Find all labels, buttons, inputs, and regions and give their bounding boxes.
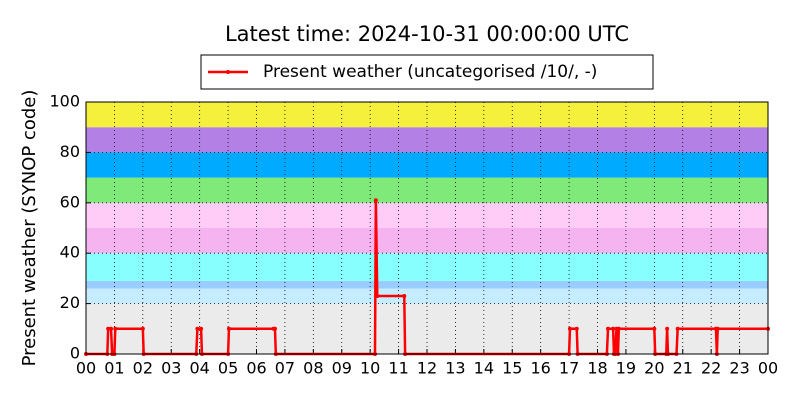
data-point <box>402 294 407 299</box>
legend-marker <box>226 70 230 74</box>
data-point <box>665 326 670 331</box>
x-tick-label: 03 <box>161 359 181 378</box>
data-point <box>611 326 616 331</box>
x-tick-label: 13 <box>445 359 465 378</box>
x-tick-label: 19 <box>616 359 636 378</box>
background-band <box>86 152 768 178</box>
data-point <box>140 326 145 331</box>
background-band <box>86 228 768 254</box>
data-point <box>606 326 611 331</box>
data-point <box>574 326 579 331</box>
x-tick-label: 17 <box>559 359 579 378</box>
data-point <box>715 326 720 331</box>
x-tick-label: 07 <box>275 359 295 378</box>
x-tick-label: 16 <box>530 359 550 378</box>
background-band <box>86 280 768 289</box>
data-point <box>373 198 378 203</box>
y-tick-label: 80 <box>60 142 80 161</box>
data-point <box>109 326 114 331</box>
data-point <box>675 326 680 331</box>
x-tick-label: 06 <box>246 359 266 378</box>
data-point <box>113 326 118 331</box>
background-band <box>86 127 768 153</box>
data-point <box>106 326 111 331</box>
data-point <box>226 326 231 331</box>
x-tick-label: 09 <box>332 359 352 378</box>
legend-box <box>200 54 654 90</box>
data-point <box>272 326 277 331</box>
x-tick-label: 11 <box>388 359 408 378</box>
x-tick-label: 21 <box>673 359 693 378</box>
x-tick-label: 00 <box>758 359 778 378</box>
data-point <box>375 294 380 299</box>
y-axis-label: Present weather (SYNOP code) <box>19 90 40 367</box>
legend-label: Present weather (uncategorised /10/, -) <box>263 62 597 82</box>
x-tick-label: 23 <box>729 359 749 378</box>
data-point <box>195 326 200 331</box>
x-tick-label: 18 <box>587 359 607 378</box>
x-tick-label: 05 <box>218 359 238 378</box>
y-tick-label: 100 <box>49 92 80 111</box>
background-band <box>86 288 768 304</box>
y-tick-label: 0 <box>70 344 80 363</box>
x-tick-label: 04 <box>189 359 209 378</box>
x-tick-label: 12 <box>417 359 437 378</box>
data-point <box>652 326 657 331</box>
x-tick-label: 08 <box>303 359 323 378</box>
x-tick-label: 20 <box>644 359 664 378</box>
y-tick-label: 40 <box>60 243 80 262</box>
chart-title: Latest time: 2024-10-31 00:00:00 UTC <box>225 22 629 46</box>
y-tick-label: 20 <box>60 293 80 312</box>
plot-frame <box>85 101 769 355</box>
data-point <box>199 326 204 331</box>
x-tick-label: 15 <box>502 359 522 378</box>
x-tick-label: 00 <box>76 359 96 378</box>
data-point <box>567 326 572 331</box>
x-tick-label: 22 <box>701 359 721 378</box>
x-tick-label: 10 <box>360 359 380 378</box>
background-band <box>86 253 768 281</box>
x-tick-label: 14 <box>474 359 494 378</box>
x-tick-label: 02 <box>133 359 153 378</box>
x-tick-label: 01 <box>104 359 124 378</box>
data-point <box>616 326 621 331</box>
y-tick-label: 60 <box>60 192 80 211</box>
